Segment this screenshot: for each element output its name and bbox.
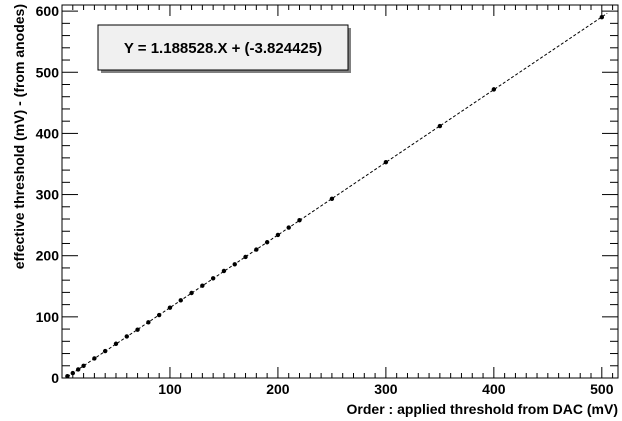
tick-labels: 100 200 300 400 500 0 100 200 300 400 500 600 (36, 3, 614, 397)
fit-line (67, 12, 608, 378)
data-point (65, 373, 70, 379)
x-tick-label: 100 (158, 381, 182, 397)
data-point (232, 262, 237, 267)
data-point (491, 87, 497, 92)
x-axis-title: Order : applied threshold from DAC (mV) (347, 401, 618, 417)
data-point (113, 341, 119, 346)
y-tick-label: 600 (36, 3, 60, 19)
y-tick-label: 400 (36, 125, 60, 141)
data-point (135, 327, 140, 332)
fit-equation: Y = 1.188528.X + (-3.824425) (124, 40, 322, 57)
y-axis-title: effective threshold (mV) - (from anodes) (11, 4, 27, 269)
data-point (243, 254, 248, 260)
data-point (81, 363, 86, 368)
data-point (75, 367, 81, 372)
data-point (156, 312, 162, 318)
y-tick-label: 300 (36, 187, 60, 203)
x-tick-label: 200 (266, 381, 290, 397)
data-point (264, 240, 270, 245)
y-tick-label: 500 (36, 64, 60, 80)
y-tick-label: 200 (36, 248, 60, 264)
data-point (167, 305, 173, 310)
data-point (200, 283, 205, 288)
data-point (286, 225, 291, 230)
data-point (437, 123, 443, 129)
data-point (210, 276, 216, 281)
x-tick-label: 300 (374, 381, 398, 397)
data-points (65, 15, 605, 379)
data-point (297, 218, 302, 223)
data-point (124, 334, 129, 339)
data-point (329, 196, 335, 202)
data-point (221, 268, 227, 274)
data-point (189, 290, 194, 296)
fit-legend-box: Y = 1.188528.X + (-3.824425) (97, 24, 351, 73)
data-point (70, 370, 75, 376)
data-point (102, 348, 108, 354)
y-tick-label: 100 (36, 309, 60, 325)
data-point (599, 15, 605, 20)
y-tick-label: 0 (51, 370, 59, 386)
data-point (254, 247, 259, 252)
plot-frame (61, 4, 619, 379)
data-point (92, 356, 97, 361)
data-point (383, 159, 389, 165)
data-point (146, 320, 151, 325)
data-point (178, 298, 183, 303)
axis-ticks (62, 5, 618, 379)
x-tick-label: 400 (482, 381, 506, 397)
x-tick-label: 500 (590, 381, 614, 397)
data-point (275, 232, 281, 238)
